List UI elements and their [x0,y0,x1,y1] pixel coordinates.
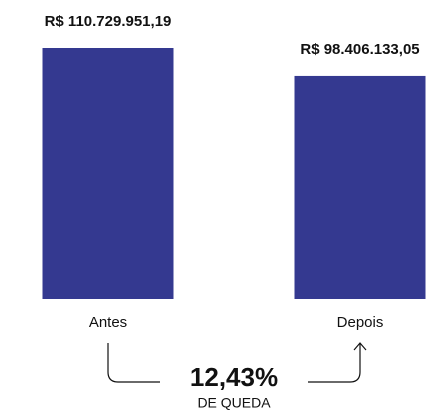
bar [42,48,174,299]
value-label: R$ 110.729.951,19 [45,13,172,30]
arrow-head [353,342,367,351]
connector-left [107,343,160,383]
value-label: R$ 98.406.133,05 [300,41,419,58]
annotation: 12,43% [190,362,278,392]
category-label: Depois [337,314,384,331]
bar [294,75,426,299]
connector-right [308,344,361,383]
category-label: Antes [89,314,127,331]
annotation-subtitle: DE QUEDA [197,395,271,411]
